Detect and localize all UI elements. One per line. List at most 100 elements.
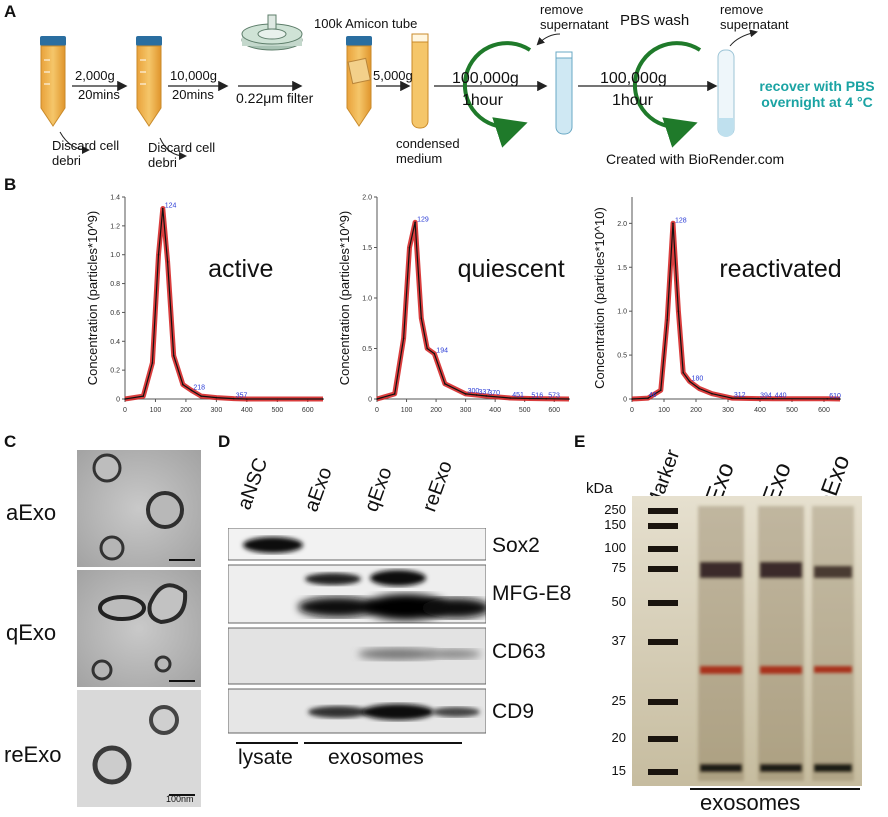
blot-label-sox2: Sox2 <box>492 534 540 557</box>
marker-band-50 <box>648 600 678 606</box>
data-point-2-2 <box>660 389 662 392</box>
spin1-discard: Discard cell debri <box>52 138 120 168</box>
y-tick-label-2-0: 0 <box>623 397 627 404</box>
peak-label-2-3: 312 <box>734 392 746 399</box>
y-tick-label-0-7: 1.4 <box>110 195 120 202</box>
data-point-2-8 <box>698 387 700 390</box>
x-tick-label-1-0: 0 <box>375 407 379 414</box>
marker-band-37 <box>648 639 678 645</box>
data-point-1-13 <box>528 397 531 400</box>
data-point-2-3 <box>666 319 668 321</box>
data-point-2-7 <box>688 380 691 383</box>
panel-b-nta-charts: 0 100 200 300 400 500 600 0 0.2 0.4 0.6 0.8 1.0 1.2 1.… <box>85 195 842 415</box>
peak-label-1-6: 516 <box>531 392 543 399</box>
y-tick-label-2-3: 1.5 <box>617 265 627 272</box>
series-band-2 <box>631 220 841 402</box>
y-tick-label-1-1: 0.5 <box>362 346 372 353</box>
marker-band-150 <box>648 523 678 529</box>
x-tick-label-2-1: 100 <box>658 407 670 414</box>
data-point-2-5 <box>677 310 680 312</box>
data-point-1-5 <box>420 317 423 319</box>
data-point-1-7 <box>433 352 436 355</box>
exosomes-bracket-e <box>690 788 860 790</box>
x-tick-label-0-3: 300 <box>211 407 223 414</box>
x-tick-label-0-5: 500 <box>271 407 283 414</box>
y-tick-label-0-0: 0 <box>116 397 120 404</box>
amicon-tube-icon <box>346 36 372 127</box>
data-point-0-6 <box>172 354 175 357</box>
blot-label-cd63: CD63 <box>492 640 546 663</box>
x-tick-label-2-2: 200 <box>690 407 702 414</box>
syringe-filter-icon <box>241 14 303 51</box>
ultra2-speed: 100,000g <box>600 70 667 87</box>
tem-label-qexo: qExo <box>6 620 57 645</box>
centrifuge-cycle-1-icon <box>462 41 532 148</box>
panel-a-label: A <box>4 2 17 21</box>
data-point-1-15 <box>568 398 570 400</box>
spin1-time: 20mins <box>78 87 120 102</box>
exosomes-bracket-d <box>304 742 462 744</box>
peak-label-2-4: 394 <box>760 393 772 400</box>
x-tick-label-1-5: 500 <box>519 407 531 414</box>
kda-tick-50: 50 <box>611 594 626 609</box>
gel-sample-bands <box>698 506 854 781</box>
peak-label-1-2: 300 <box>468 388 480 395</box>
x-tick-label-2-4: 400 <box>754 407 766 414</box>
data-point-0-12 <box>246 398 248 400</box>
blot-label-mfg-e8: MFG-E8 <box>492 582 572 605</box>
y-tick-label-0-2: 0.4 <box>110 339 120 346</box>
amicon-label: 100k Amicon tube <box>314 16 418 31</box>
blot-label-cd9: CD9 <box>492 700 535 723</box>
data-point-2-0 <box>631 398 633 400</box>
y-tick-label-0-3: 0.6 <box>110 310 120 317</box>
tem-label-aexo: aExo <box>6 500 57 525</box>
panel-a-workflow <box>40 14 758 160</box>
peak-label-2-1: 128 <box>675 217 687 224</box>
x-tick-label-2-6: 600 <box>818 407 830 414</box>
data-point-2-4 <box>672 222 674 225</box>
lane-label-reexo: reExo <box>418 458 457 515</box>
panel-e-silver-gel <box>632 496 862 786</box>
remove1-label: remove supernatant <box>540 2 609 32</box>
group-label-lysate: lysate <box>238 746 293 769</box>
panel-e-label: E <box>574 432 586 451</box>
y-tick-label-0-4: 0.8 <box>110 281 120 288</box>
data-point-0-8 <box>190 389 193 392</box>
data-point-0-3 <box>157 253 160 256</box>
y-tick-label-1-2: 1.0 <box>362 296 372 303</box>
y-tick-label-2-2: 1.0 <box>617 309 627 316</box>
kda-label: kDa <box>586 480 613 497</box>
kda-tick-250: 250 <box>604 502 626 517</box>
marker-band-250 <box>648 508 678 514</box>
peak-label-2-5: 440 <box>775 393 787 400</box>
ultra2-time: 1hour <box>612 92 653 109</box>
group-label-exosomes-e: exosomes <box>700 790 801 815</box>
peak-label-2-6: 610 <box>829 393 841 400</box>
kda-tick-20: 20 <box>611 730 626 745</box>
marker-band-100 <box>648 546 678 552</box>
y-axis-label-2: Concentration (particles*10^10) <box>592 207 607 389</box>
y-axis-label-0: Concentration (particles*10^9) <box>85 211 100 385</box>
x-tick-label-1-1: 100 <box>401 407 413 414</box>
x-tick-label-2-5: 500 <box>786 407 798 414</box>
data-point-1-0 <box>376 398 378 400</box>
data-point-0-5 <box>166 261 169 263</box>
kda-tick-15: 15 <box>611 763 626 778</box>
spin3-speed: 5,000g <box>373 68 413 83</box>
data-point-1-12 <box>509 397 512 399</box>
kda-tick-150: 150 <box>604 517 626 532</box>
panel-c-tem-images <box>77 450 201 807</box>
data-point-2-6 <box>682 371 684 374</box>
x-tick-label-1-6: 600 <box>548 407 560 414</box>
data-point-2-13 <box>826 398 828 400</box>
kda-tick-37: 37 <box>611 633 626 648</box>
peak-label-2-2: 180 <box>692 375 704 382</box>
peak-label-1-5: 451 <box>512 392 524 399</box>
peak-label-2-0: 46 <box>649 392 657 399</box>
data-point-1-4 <box>414 221 416 224</box>
peak-label-0-2: 357 <box>236 393 248 400</box>
x-tick-label-0-4: 400 <box>241 407 253 414</box>
series-line-0 <box>124 207 323 400</box>
peak-label-0-1: 218 <box>193 384 205 391</box>
data-point-1-6 <box>426 347 429 350</box>
